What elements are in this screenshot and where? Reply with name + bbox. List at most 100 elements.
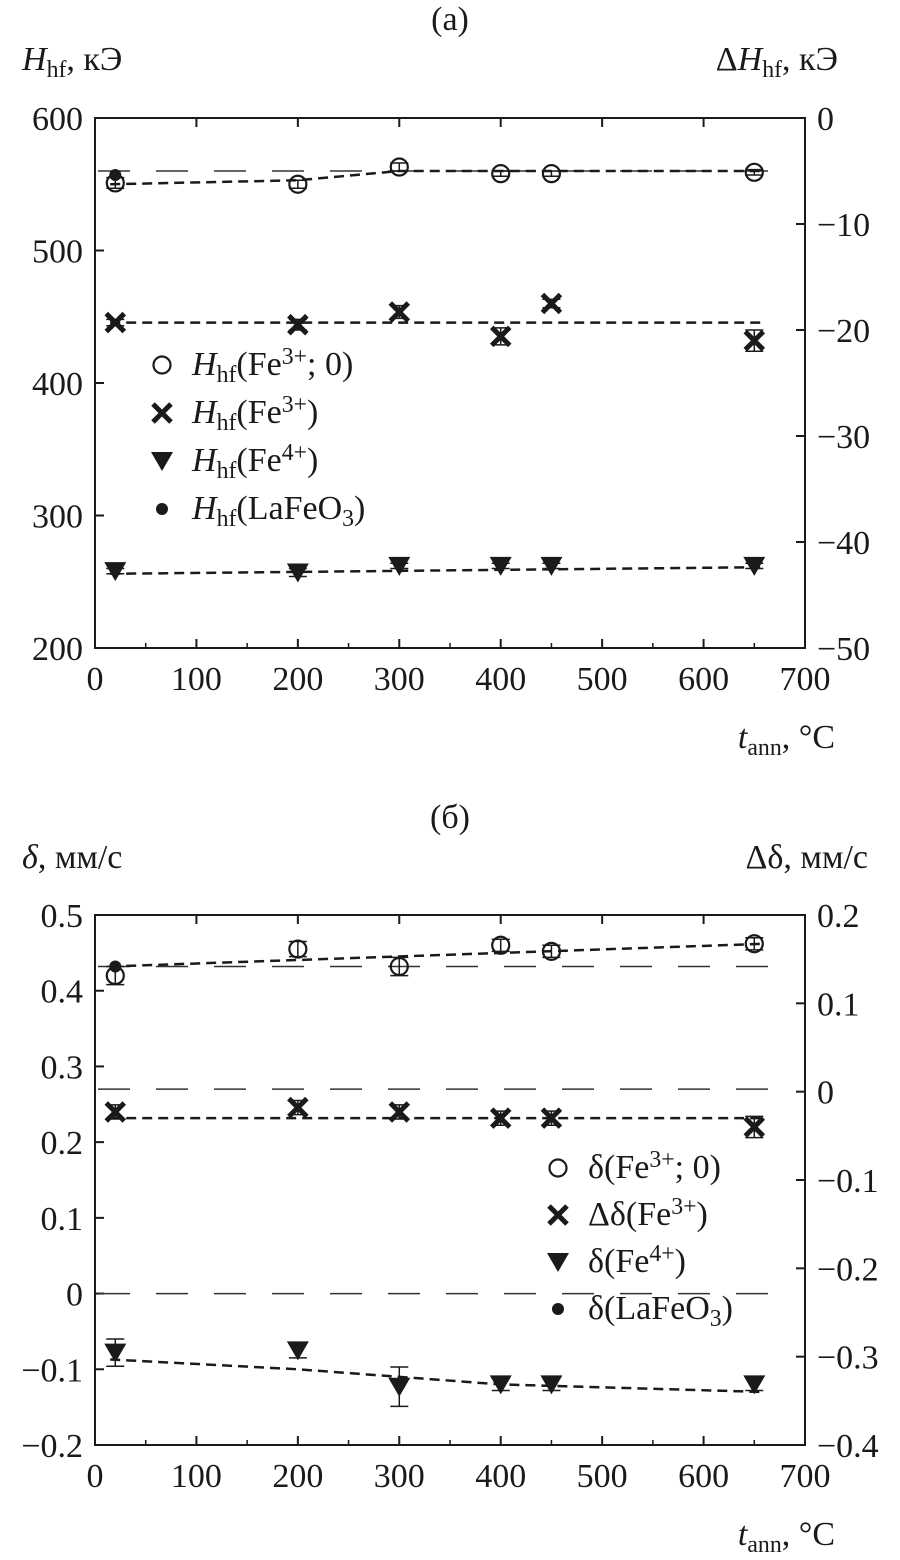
data-point: [287, 1096, 309, 1119]
data-point: [743, 1116, 766, 1138]
x-tick-label: 200: [272, 661, 323, 698]
data-point: [489, 556, 512, 576]
data-point: [388, 1101, 411, 1123]
fit-line: [110, 565, 765, 576]
x-axis-title: tann, °C: [738, 719, 835, 761]
y-left-tick-label: 0.5: [41, 898, 84, 935]
y-left-tick-label: 600: [32, 101, 83, 138]
data-point: [288, 174, 308, 194]
x-tick-label: 100: [171, 1458, 222, 1495]
data-point: [489, 1107, 512, 1129]
y-left-tick-label: 0.2: [41, 1125, 84, 1162]
y-right-tick-label: −50: [817, 631, 870, 668]
panel-label: (a): [431, 1, 469, 38]
data-point: [388, 556, 411, 576]
x-tick-label: 300: [374, 661, 425, 698]
data-point: [104, 562, 127, 582]
y-left-tick-label: 500: [32, 234, 83, 271]
fit-line: [110, 1358, 765, 1394]
data-point: [109, 168, 122, 181]
x-tick-label: 500: [577, 1458, 628, 1495]
legend-marker: [151, 452, 173, 471]
x-tick-label: 600: [678, 1458, 729, 1495]
data-point: [540, 1375, 563, 1395]
data-point: [287, 313, 309, 336]
data-point: [744, 934, 764, 954]
y-left-tick-label: −0.2: [21, 1428, 83, 1465]
error-bar: [542, 170, 561, 178]
legend-marker: [151, 402, 173, 424]
data-point: [744, 162, 764, 182]
data-point: [489, 325, 512, 348]
x-tick-label: 300: [374, 1458, 425, 1495]
y-left-tick-label: −0.1: [21, 1352, 83, 1389]
y-right-tick-label: −20: [817, 313, 870, 350]
y-right-tick-label: −0.1: [817, 1163, 879, 1200]
plot-frame: [94, 117, 806, 649]
x-tick-label: 200: [272, 1458, 323, 1495]
legend: δ(Fe3+​; 0) Δδ(Fe3+​) δ(Fe4+​) δ(LaFeO3​): [547, 1147, 733, 1332]
data-point: [388, 301, 411, 323]
error-bar: [491, 170, 510, 178]
legend-marker: [156, 503, 168, 515]
y-right-tick-label: −40: [817, 525, 870, 562]
legend-label: Hhf​(LaFeO3​): [191, 490, 365, 532]
x-tick-label: 400: [475, 661, 526, 698]
legend: Hhf​(Fe3+​; 0)Hhf​(Fe3+​)Hhf​(Fe4+​) Hhf​…: [151, 344, 365, 532]
legend-marker: [548, 1158, 568, 1178]
data-point: [540, 1107, 563, 1129]
y-axis-left-title: δ, мм/с: [22, 839, 122, 876]
x-tick-label: 0: [87, 1458, 104, 1495]
y-left-tick-label: 300: [32, 499, 83, 536]
data-point: [104, 311, 127, 334]
data-point: [286, 1341, 309, 1361]
legend-marker: [152, 355, 172, 375]
data-point: [491, 935, 511, 955]
y-axis-right-title: ΔHhf, кЭ: [716, 41, 838, 83]
legend-marker: [552, 1303, 564, 1315]
y-right-tick-label: −0.3: [817, 1340, 879, 1377]
legend-label: Δδ(Fe3+​): [588, 1194, 708, 1233]
data-point: [541, 941, 562, 961]
panel-label: (б): [430, 799, 470, 836]
y-right-tick-label: 0: [817, 1075, 834, 1112]
x-tick-label: 700: [780, 1458, 831, 1495]
y-axis-left-title: Hhf, кЭ: [21, 41, 122, 83]
y-left-tick-label: 0.3: [41, 1049, 84, 1086]
x-tick-label: 400: [475, 1458, 526, 1495]
data-point: [388, 1377, 411, 1397]
data-point: [286, 563, 309, 583]
data-point: [489, 1375, 512, 1395]
y-left-tick-label: 0.4: [41, 974, 84, 1011]
y-axis-right-title: Δδ, мм/с: [746, 839, 868, 876]
y-left-tick-label: 400: [32, 366, 83, 403]
data-point: [541, 164, 562, 184]
data-point: [104, 1101, 127, 1123]
chart-panel-b: (б) δ, мм/с Δδ, мм/с tann, °C 0 100 200 300 400 5…: [21, 799, 878, 1558]
error-bar: [288, 179, 307, 189]
chart-panel-a: (a) Hhf, кЭ ΔHhf, кЭ tann, °C 0 100 200 300 400 5…: [21, 1, 870, 761]
legend-label: δ(Fe3+​; 0): [588, 1147, 721, 1186]
x-tick-label: 600: [678, 661, 729, 698]
legend-marker: [547, 1204, 569, 1226]
x-tick-label: 100: [171, 661, 222, 698]
data-point: [389, 157, 409, 177]
data-point: [104, 1343, 127, 1363]
x-axis-title: tann, °C: [738, 1516, 835, 1558]
y-left-tick-label: 0: [66, 1277, 83, 1314]
x-tick-label: 500: [577, 661, 628, 698]
y-right-tick-label: −10: [817, 207, 870, 244]
legend-label: Hhf​(Fe4+​): [191, 440, 318, 484]
legend-label: Hhf​(Fe3+​; 0): [191, 344, 353, 388]
legend-label: Hhf​(Fe3+​): [191, 392, 318, 436]
y-right-tick-label: 0.2: [817, 898, 860, 935]
error-bar: [390, 162, 409, 172]
legend-label: δ(Fe4+​): [588, 1241, 686, 1280]
fit-line: [110, 169, 765, 186]
y-right-tick-label: −0.2: [817, 1251, 879, 1288]
data-point: [389, 956, 409, 977]
data-point: [540, 556, 563, 576]
x-tick-label: 700: [780, 661, 831, 698]
data-point: [491, 164, 511, 184]
